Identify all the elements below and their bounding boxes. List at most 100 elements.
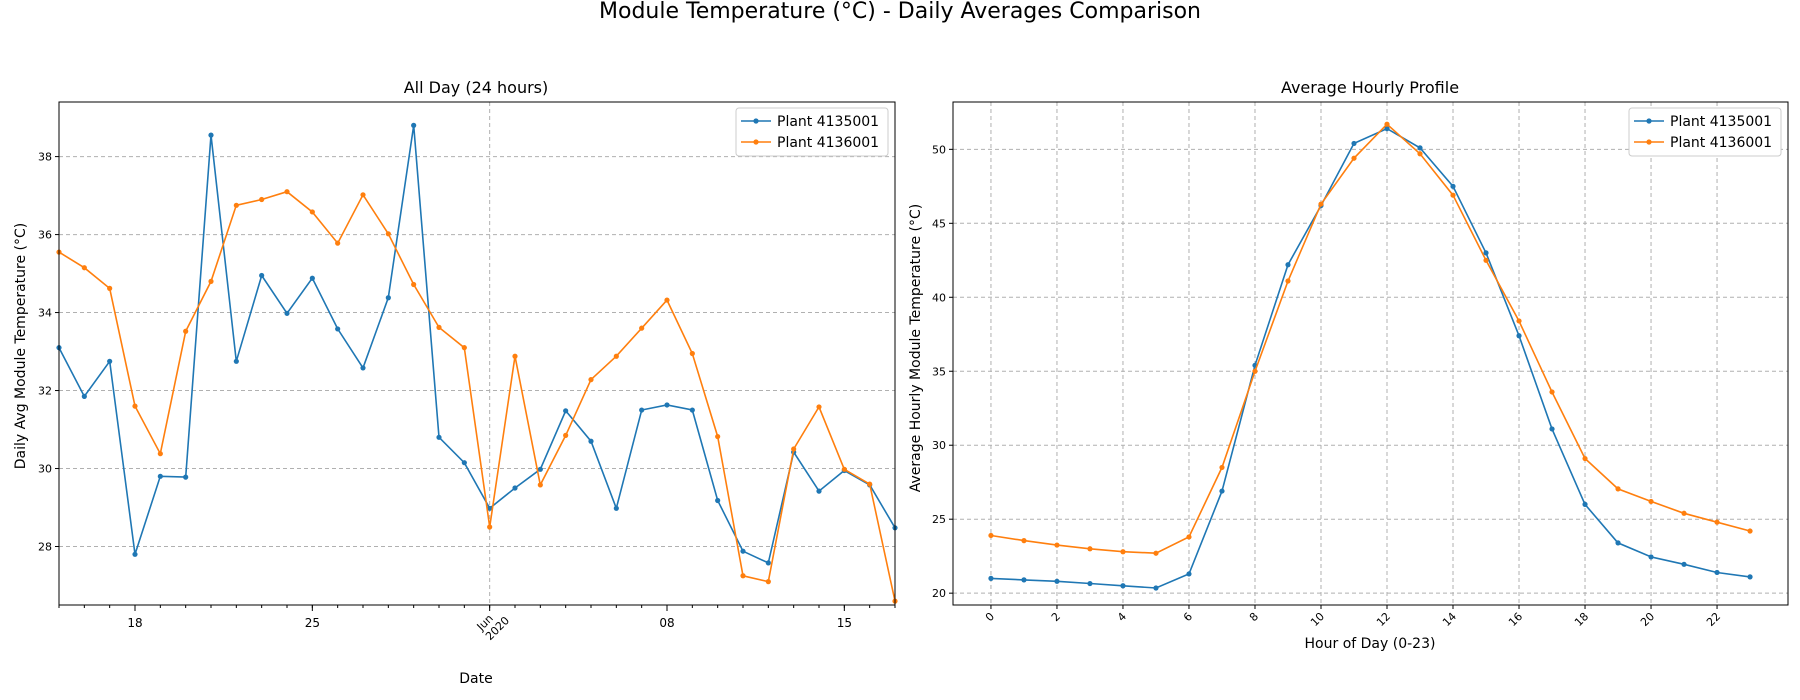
y-tick-label: 30	[932, 439, 946, 452]
data-point	[1516, 318, 1522, 324]
y-tick-label: 50	[932, 143, 946, 156]
data-point	[1021, 538, 1027, 544]
data-point	[411, 281, 417, 288]
data-point	[1186, 534, 1192, 540]
chart-hourly-profile: Average Hourly Profile Hour of Day (0-23…	[908, 78, 1789, 652]
data-point	[740, 548, 746, 554]
data-point	[639, 325, 645, 331]
data-point	[1648, 498, 1654, 505]
data-point	[107, 285, 113, 291]
y-tick-label: 35	[932, 365, 946, 378]
data-point	[132, 403, 138, 409]
data-point	[740, 573, 746, 579]
y-tick-label: 28	[38, 541, 52, 554]
legend: Plant 4135001 Plant 4136001	[735, 107, 889, 157]
data-point	[1384, 126, 1390, 132]
x-tick-label: 8	[1247, 610, 1261, 624]
data-point	[1450, 183, 1456, 189]
legend-label: Plant 4135001	[777, 114, 879, 130]
data-point	[81, 265, 87, 271]
legend-label: Plant 4136001	[1670, 135, 1772, 151]
data-point	[436, 324, 442, 330]
x-tick-label: 08	[659, 616, 674, 630]
legend-label: Plant 4136001	[777, 135, 879, 151]
y-tick-label: 38	[38, 151, 52, 164]
x-tick-label: 0	[983, 610, 997, 624]
x-tick-label: 2	[1049, 610, 1063, 624]
data-point	[233, 202, 239, 208]
data-point	[816, 488, 822, 494]
data-point	[588, 377, 594, 383]
data-point	[588, 438, 594, 444]
data-point	[563, 432, 569, 438]
data-point	[512, 353, 518, 359]
data-point	[1021, 577, 1027, 583]
data-point	[1285, 262, 1291, 268]
data-point	[1186, 571, 1192, 577]
data-point	[867, 481, 873, 487]
legend-box	[735, 107, 889, 157]
data-point	[411, 122, 417, 128]
data-point	[1747, 528, 1753, 534]
y-tick-label: 36	[38, 229, 52, 242]
data-point	[1351, 140, 1357, 147]
data-point	[1120, 583, 1126, 589]
data-point	[461, 460, 467, 466]
y-tick-label: 25	[932, 513, 946, 526]
x-tick-label: 25	[305, 616, 320, 630]
data-point	[183, 474, 189, 480]
data-point	[765, 579, 771, 585]
data-point	[1483, 257, 1489, 263]
chart-title-hourly: Average Hourly Profile	[1281, 78, 1459, 97]
data-point	[360, 365, 366, 371]
data-point	[436, 434, 442, 440]
data-point	[1549, 389, 1555, 395]
data-point	[1153, 550, 1159, 556]
x-tick-label: 4	[1115, 610, 1129, 624]
data-point	[841, 466, 847, 472]
data-point	[385, 231, 391, 237]
data-point	[81, 393, 87, 399]
data-point	[208, 278, 214, 284]
data-point	[132, 551, 138, 557]
data-point	[664, 297, 670, 303]
data-point	[715, 433, 721, 440]
data-point	[309, 275, 315, 281]
x-tick-label: 15	[837, 616, 852, 630]
y-axis-label-all-day: Daily Avg Module Temperature (°C)	[13, 223, 29, 469]
y-tick-label: 30	[38, 463, 52, 476]
x-tick-label: 18	[127, 616, 142, 630]
data-point	[461, 345, 467, 351]
data-point	[360, 192, 366, 198]
data-point	[1120, 549, 1126, 555]
chart-all-day: All Day (24 hours) Date Daily Avg Module…	[13, 78, 898, 687]
y-tick-label: 20	[932, 587, 946, 600]
data-point	[1615, 486, 1621, 492]
data-point	[1318, 201, 1324, 207]
legend-marker	[1646, 118, 1652, 124]
data-point	[1219, 464, 1225, 471]
data-point	[1582, 501, 1588, 507]
data-point	[1384, 121, 1390, 127]
data-point	[335, 240, 341, 246]
data-point	[715, 497, 721, 504]
x-tick-label: 18	[1572, 610, 1591, 629]
data-point	[689, 350, 695, 357]
data-point	[689, 407, 695, 413]
data-point	[1054, 542, 1060, 548]
y-axis-label-hourly: Average Hourly Module Temperature (°C)	[908, 204, 924, 492]
data-point	[208, 132, 214, 138]
data-point	[284, 310, 290, 316]
plot-frame	[952, 101, 1789, 606]
data-point	[1219, 488, 1225, 494]
x-tick-label: 22	[1704, 610, 1723, 629]
data-point	[1285, 278, 1291, 284]
data-point	[284, 189, 290, 195]
data-point	[988, 575, 994, 581]
data-point	[1252, 368, 1258, 374]
data-point	[1714, 569, 1720, 576]
data-point	[765, 560, 771, 566]
legend: Plant 4135001 Plant 4136001	[1628, 107, 1782, 157]
data-point	[1648, 554, 1654, 560]
data-point	[183, 328, 189, 334]
